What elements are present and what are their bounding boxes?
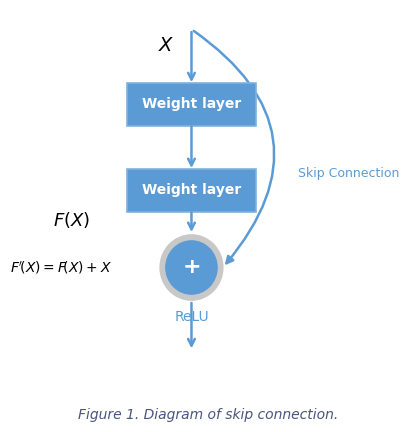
Text: $\mathbf{+}$: $\mathbf{+}$ xyxy=(182,257,201,276)
Text: Figure 1. Diagram of skip connection.: Figure 1. Diagram of skip connection. xyxy=(78,408,338,422)
Text: Weight layer: Weight layer xyxy=(142,183,241,197)
Circle shape xyxy=(160,235,223,300)
Text: Weight layer: Weight layer xyxy=(142,97,241,111)
Text: $X$: $X$ xyxy=(158,38,175,55)
Text: ReLU: ReLU xyxy=(174,310,209,324)
Text: $F'\!\left(X\right) = F\!\left(X\right) + X$: $F'\!\left(X\right) = F\!\left(X\right) … xyxy=(10,259,111,276)
FancyBboxPatch shape xyxy=(127,169,255,212)
FancyBboxPatch shape xyxy=(127,83,255,126)
Text: Skip Connection: Skip Connection xyxy=(298,167,399,180)
Text: $F\left(X\right)$: $F\left(X\right)$ xyxy=(53,210,90,230)
FancyArrowPatch shape xyxy=(194,31,274,263)
Circle shape xyxy=(166,241,217,294)
